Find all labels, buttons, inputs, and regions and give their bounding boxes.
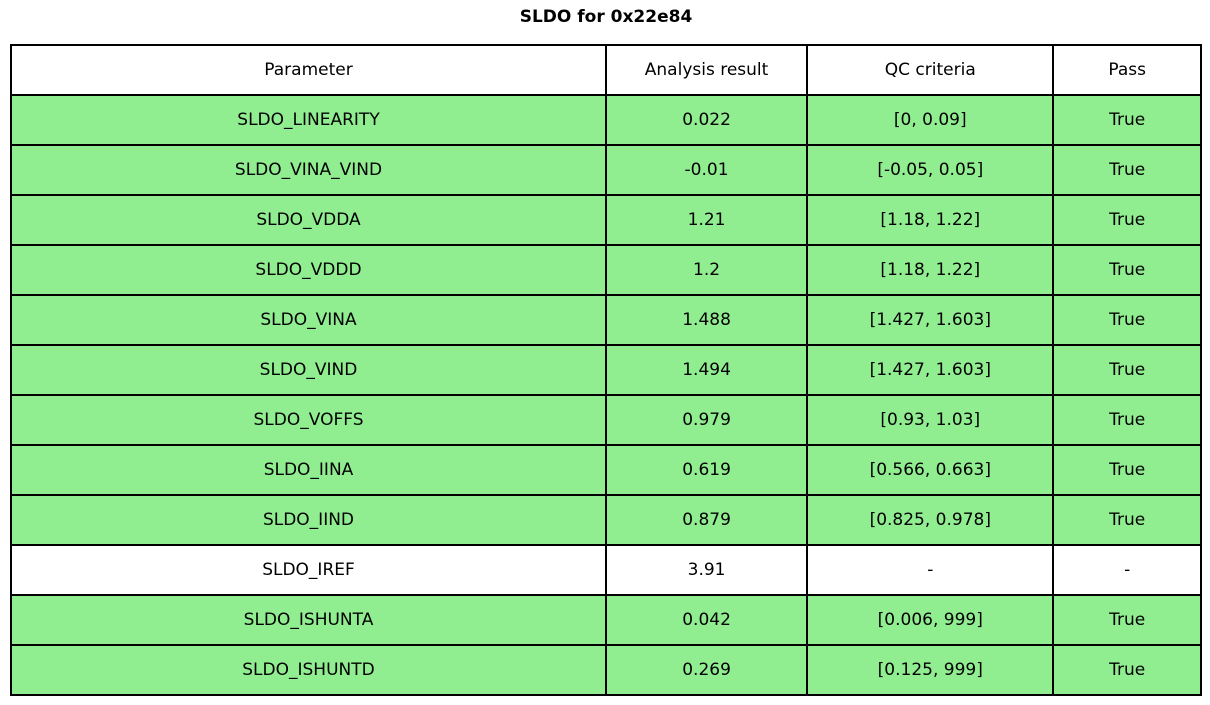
cell-qc-criteria: [0.825, 0.978] — [806, 494, 1055, 546]
cell-parameter: SLDO_VDDA — [10, 194, 607, 246]
cell-analysis-result: 0.879 — [604, 494, 809, 546]
cell-analysis-result: 0.022 — [604, 94, 809, 146]
cell-analysis-result: 0.042 — [604, 594, 809, 646]
cell-qc-criteria: - — [806, 544, 1055, 596]
cell-parameter: SLDO_IIND — [10, 494, 607, 546]
cell-parameter: SLDO_ISHUNTD — [10, 644, 607, 696]
cell-qc-criteria: [-0.05, 0.05] — [806, 144, 1055, 196]
cell-qc-criteria: [1.18, 1.22] — [806, 194, 1055, 246]
table-row: SLDO_IIND 0.879 [0.825, 0.978] True — [10, 494, 1202, 546]
cell-pass: True — [1052, 344, 1202, 396]
cell-parameter: SLDO_VDDD — [10, 244, 607, 296]
cell-parameter: SLDO_VINA — [10, 294, 607, 346]
cell-analysis-result: 0.269 — [604, 644, 809, 696]
cell-qc-criteria: [0, 0.09] — [806, 94, 1055, 146]
cell-pass: True — [1052, 494, 1202, 546]
header-row: Parameter Analysis result QC criteria Pa… — [10, 44, 1202, 96]
qc-results-table: Parameter Analysis result QC criteria Pa… — [10, 44, 1202, 696]
cell-pass: True — [1052, 144, 1202, 196]
cell-parameter: SLDO_IINA — [10, 444, 607, 496]
col-header-qc-criteria: QC criteria — [806, 44, 1055, 96]
cell-parameter: SLDO_IREF — [10, 544, 607, 596]
table-row: SLDO_IINA 0.619 [0.566, 0.663] True — [10, 444, 1202, 496]
cell-parameter: SLDO_VOFFS — [10, 394, 607, 446]
cell-pass: True — [1052, 294, 1202, 346]
table-row: SLDO_ISHUNTD 0.269 [0.125, 999] True — [10, 644, 1202, 696]
cell-analysis-result: 1.488 — [604, 294, 809, 346]
cell-qc-criteria: [1.427, 1.603] — [806, 294, 1055, 346]
cell-pass: True — [1052, 244, 1202, 296]
table-row: SLDO_ISHUNTA 0.042 [0.006, 999] True — [10, 594, 1202, 646]
cell-analysis-result: 0.619 — [604, 444, 809, 496]
cell-qc-criteria: [0.125, 999] — [806, 644, 1055, 696]
cell-analysis-result: 3.91 — [604, 544, 809, 596]
cell-parameter: SLDO_VIND — [10, 344, 607, 396]
table-row: SLDO_VDDD 1.2 [1.18, 1.22] True — [10, 244, 1202, 296]
table-row: SLDO_VOFFS 0.979 [0.93, 1.03] True — [10, 394, 1202, 446]
cell-qc-criteria: [0.566, 0.663] — [806, 444, 1055, 496]
cell-qc-criteria: [0.006, 999] — [806, 594, 1055, 646]
cell-qc-criteria: [1.18, 1.22] — [806, 244, 1055, 296]
cell-pass: - — [1052, 544, 1202, 596]
table-row: SLDO_VINA 1.488 [1.427, 1.603] True — [10, 294, 1202, 346]
table-row: SLDO_VIND 1.494 [1.427, 1.603] True — [10, 344, 1202, 396]
table-row: SLDO_VINA_VIND -0.01 [-0.05, 0.05] True — [10, 144, 1202, 196]
col-header-pass: Pass — [1052, 44, 1202, 96]
page-title: SLDO for 0x22e84 — [519, 7, 693, 27]
cell-parameter: SLDO_ISHUNTA — [10, 594, 607, 646]
cell-pass: True — [1052, 444, 1202, 496]
cell-qc-criteria: [1.427, 1.603] — [806, 344, 1055, 396]
cell-analysis-result: 1.494 — [604, 344, 809, 396]
cell-pass: True — [1052, 394, 1202, 446]
cell-parameter: SLDO_VINA_VIND — [10, 144, 607, 196]
cell-parameter: SLDO_LINEARITY — [10, 94, 607, 146]
cell-pass: True — [1052, 194, 1202, 246]
col-header-analysis-result: Analysis result — [604, 44, 809, 96]
table-row: SLDO_VDDA 1.21 [1.18, 1.22] True — [10, 194, 1202, 246]
table-row: SLDO_LINEARITY 0.022 [0, 0.09] True — [10, 94, 1202, 146]
col-header-parameter: Parameter — [10, 44, 607, 96]
table-row: SLDO_IREF 3.91- - — [10, 544, 1202, 596]
cell-pass: True — [1052, 594, 1202, 646]
cell-pass: True — [1052, 644, 1202, 696]
cell-qc-criteria: [0.93, 1.03] — [806, 394, 1055, 446]
cell-analysis-result: 1.21 — [604, 194, 809, 246]
cell-pass: True — [1052, 94, 1202, 146]
cell-analysis-result: 1.2 — [604, 244, 809, 296]
table-body: SLDO_LINEARITY 0.022 [0, 0.09] True SLDO_VIN… — [10, 94, 1202, 696]
cell-analysis-result: 0.979 — [604, 394, 809, 446]
cell-analysis-result: -0.01 — [604, 144, 809, 196]
